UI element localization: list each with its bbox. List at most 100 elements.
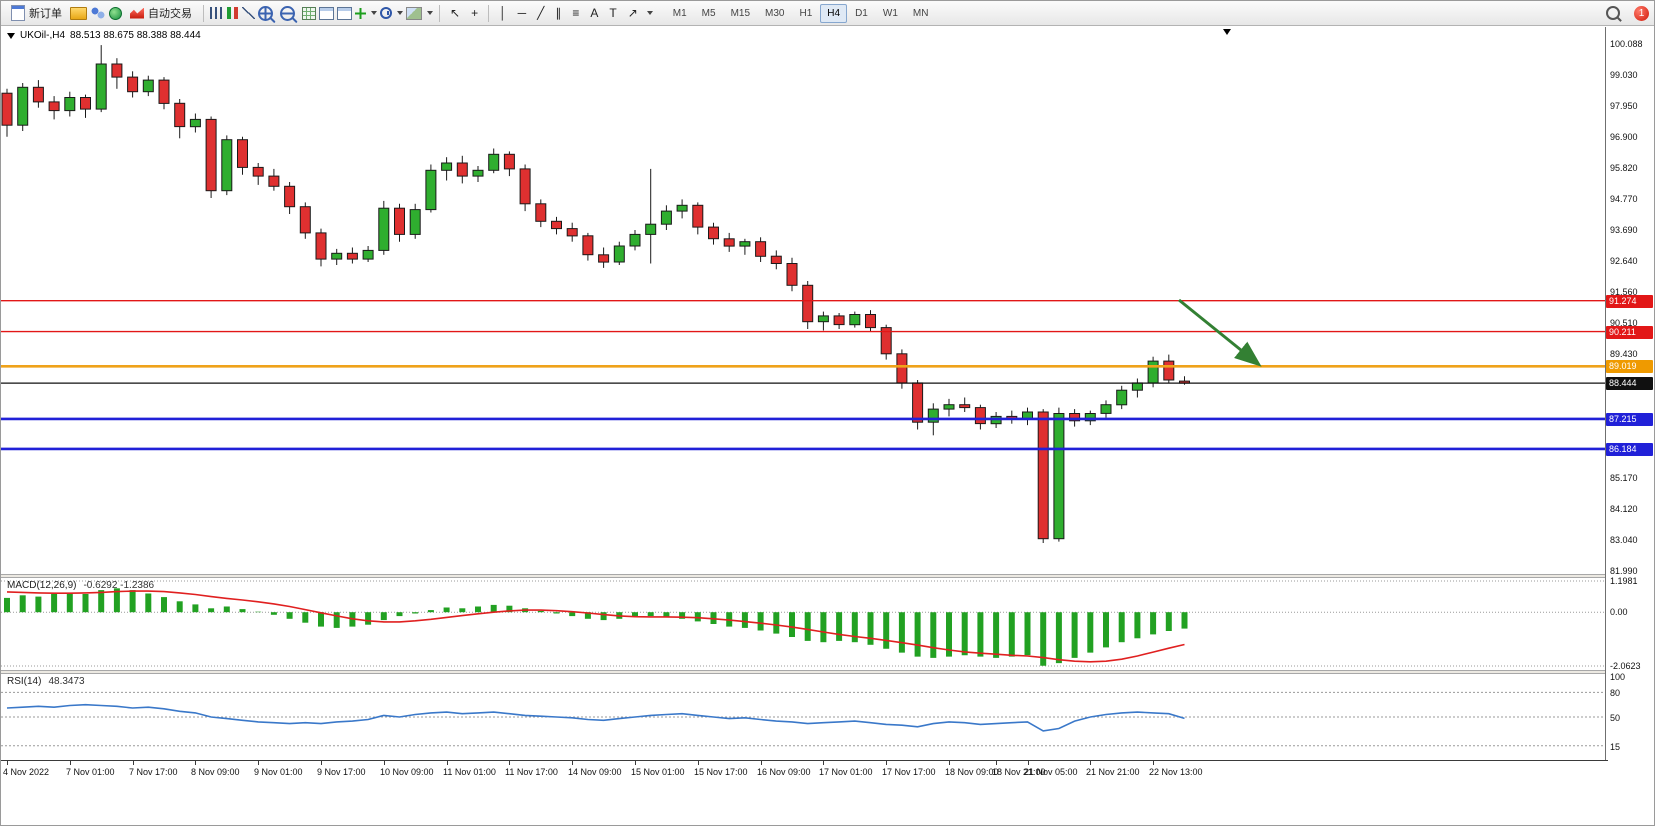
price-axis-label: 96.900 bbox=[1610, 132, 1638, 142]
timeframe-h1[interactable]: H1 bbox=[799, 7, 813, 19]
main-chart-panel[interactable]: UKOil-,H4 88.513 88.675 88.388 88.444 bbox=[1, 27, 1608, 574]
macd-header: MACD(12,26,9) -0.6292 -1.2386 bbox=[7, 580, 154, 591]
horizontal-line-icon[interactable]: ─ bbox=[517, 6, 527, 20]
time-tick bbox=[572, 761, 573, 765]
arrows-icon[interactable]: ↗ bbox=[627, 6, 638, 20]
rsi-panel[interactable]: RSI(14) 48.3473 bbox=[1, 674, 1608, 760]
time-axis-label: 11 Nov 01:00 bbox=[443, 767, 496, 777]
rsi-header: RSI(14) 48.3473 bbox=[7, 676, 85, 687]
add-indicator-icon[interactable] bbox=[355, 7, 366, 19]
tile-windows-icon[interactable] bbox=[319, 6, 334, 20]
toolbar-separator bbox=[439, 4, 440, 22]
timeframe-d1[interactable]: D1 bbox=[855, 7, 868, 19]
chart-menu-icon[interactable] bbox=[7, 32, 15, 39]
time-axis-label: 8 Nov 09:00 bbox=[191, 767, 240, 777]
macd-panel[interactable]: MACD(12,26,9) -0.6292 -1.2386 bbox=[1, 578, 1608, 670]
price-axis-label: 83.040 bbox=[1610, 535, 1638, 545]
time-tick bbox=[698, 761, 699, 765]
macd-chart[interactable] bbox=[1, 578, 1608, 670]
time-axis-label: 9 Nov 17:00 bbox=[317, 767, 366, 777]
chevron-down-icon[interactable] bbox=[427, 11, 433, 15]
chevron-down-icon[interactable] bbox=[646, 11, 653, 15]
time-axis-label: 9 Nov 01:00 bbox=[254, 767, 303, 777]
panel-splitter[interactable] bbox=[1, 670, 1608, 674]
grid-icon[interactable] bbox=[302, 6, 316, 20]
time-tick bbox=[949, 761, 950, 765]
auto-trading-label: 自动交易 bbox=[148, 8, 192, 20]
notification-badge[interactable]: 1 bbox=[1634, 5, 1649, 21]
candlestick-chart-icon[interactable] bbox=[226, 7, 239, 19]
zoom-out-icon[interactable] bbox=[280, 5, 295, 21]
trendline-icon[interactable]: ╱ bbox=[537, 6, 545, 20]
zoom-in-icon[interactable] bbox=[258, 5, 273, 21]
chevron-down-icon[interactable] bbox=[371, 11, 377, 15]
timeframe-bar: M1 M5 M15 M30 H1 H4 D1 W1 MN bbox=[666, 3, 936, 23]
timeframe-m1[interactable]: M1 bbox=[672, 7, 687, 19]
refresh-icon[interactable] bbox=[109, 6, 122, 20]
timeframe-m30[interactable]: M30 bbox=[765, 7, 785, 19]
label-icon[interactable]: T bbox=[609, 6, 617, 20]
new-order-label: 新订单 bbox=[29, 8, 62, 20]
crosshair-icon[interactable]: + bbox=[471, 6, 479, 20]
chevron-down-icon[interactable] bbox=[397, 11, 403, 15]
price-axis-label: 92.640 bbox=[1610, 256, 1638, 266]
toolbar: 新订单 自动交易 ↖ + │ ─ ╱ ∥ ≡ A T ↗ M1 bbox=[1, 1, 1654, 26]
time-tick bbox=[1153, 761, 1154, 765]
time-axis-label: 21 Nov 05:00 bbox=[1024, 767, 1078, 777]
rsi-value: 48.3473 bbox=[48, 676, 85, 687]
timeframe-mn[interactable]: MN bbox=[912, 7, 929, 19]
price-axis-label: 93.690 bbox=[1610, 225, 1638, 235]
time-tick bbox=[996, 761, 997, 765]
time-tick bbox=[823, 761, 824, 765]
template-icon[interactable] bbox=[406, 6, 422, 20]
time-axis-label: 17 Nov 17:00 bbox=[882, 767, 936, 777]
line-chart-icon[interactable] bbox=[242, 7, 255, 19]
panel-splitter[interactable] bbox=[1, 574, 1608, 578]
search-icon[interactable] bbox=[1606, 6, 1620, 20]
new-order-button[interactable]: 新订单 bbox=[6, 3, 67, 23]
cascade-windows-icon[interactable] bbox=[337, 6, 352, 20]
price-level-badge: 91.274 bbox=[1606, 295, 1653, 308]
price-axis-label: 95.820 bbox=[1610, 163, 1638, 173]
time-axis-label: 21 Nov 21:00 bbox=[1086, 767, 1140, 777]
time-axis-label: 14 Nov 09:00 bbox=[568, 767, 622, 777]
time-tick bbox=[635, 761, 636, 765]
timeframe-m15[interactable]: M15 bbox=[730, 7, 751, 19]
price-axis-label: 81.990 bbox=[1610, 566, 1638, 576]
candlestick-chart[interactable] bbox=[1, 27, 1608, 574]
chart-shift-marker[interactable] bbox=[1223, 29, 1231, 35]
price-axis-label: 100.088 bbox=[1610, 39, 1643, 49]
chart-ohlc-values: 88.513 88.675 88.388 88.444 bbox=[70, 30, 201, 41]
time-axis-label: 15 Nov 17:00 bbox=[694, 767, 748, 777]
time-tick bbox=[133, 761, 134, 765]
time-axis[interactable]: 4 Nov 2022 7 Nov 01:00 7 Nov 17:00 8 Nov 09… bbox=[1, 760, 1608, 782]
price-axis-label: 94.770 bbox=[1610, 194, 1638, 204]
vertical-line-icon[interactable]: │ bbox=[499, 6, 507, 20]
price-axis-label: 50 bbox=[1610, 713, 1621, 723]
new-order-icon bbox=[11, 5, 25, 21]
toolbar-separator bbox=[488, 4, 490, 22]
timeframe-w1[interactable]: W1 bbox=[882, 7, 898, 19]
macd-values: -0.6292 -1.2386 bbox=[83, 580, 155, 591]
time-axis-label: 16 Nov 09:00 bbox=[757, 767, 811, 777]
period-icon[interactable] bbox=[380, 7, 392, 19]
profiles-icon[interactable] bbox=[90, 6, 106, 20]
channel-icon[interactable]: ∥ bbox=[555, 6, 562, 20]
bar-chart-icon[interactable] bbox=[210, 7, 223, 19]
auto-trading-button[interactable]: 自动交易 bbox=[125, 3, 197, 23]
price-axis-label: 89.430 bbox=[1610, 349, 1638, 359]
price-axis-label: 85.170 bbox=[1610, 473, 1638, 483]
time-tick bbox=[1028, 761, 1029, 765]
fibonacci-icon[interactable]: ≡ bbox=[572, 6, 580, 20]
time-tick bbox=[1090, 761, 1091, 765]
timeframe-h4[interactable]: H4 bbox=[820, 3, 848, 23]
cursor-icon[interactable]: ↖ bbox=[450, 6, 461, 20]
price-axis-label: 15 bbox=[1610, 742, 1621, 752]
text-icon[interactable]: A bbox=[590, 6, 599, 20]
timeframe-m5[interactable]: M5 bbox=[701, 7, 716, 19]
price-axis[interactable]: 100.088 99.030 97.950 96.900 95.820 94.770 93.… bbox=[1605, 27, 1654, 781]
time-tick bbox=[509, 761, 510, 765]
charts-icon[interactable] bbox=[70, 6, 87, 20]
time-tick bbox=[447, 761, 448, 765]
rsi-chart[interactable] bbox=[1, 674, 1608, 760]
